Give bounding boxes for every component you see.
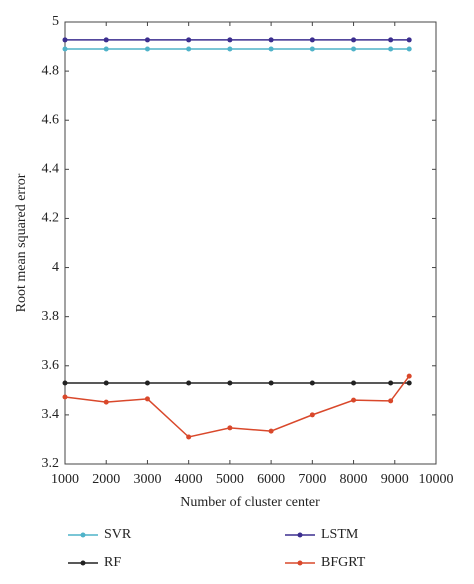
series-line bbox=[64, 375, 410, 438]
y-tick-label: 3.6 bbox=[42, 358, 60, 373]
data-point bbox=[62, 380, 68, 386]
y-tick-label: 3.8 bbox=[42, 309, 60, 324]
legend-label: SVR bbox=[104, 527, 132, 542]
plot-frame bbox=[64, 21, 437, 465]
data-point bbox=[144, 37, 150, 43]
data-point bbox=[144, 380, 150, 386]
data-point bbox=[309, 37, 315, 43]
x-tick-label: 8000 bbox=[340, 472, 368, 487]
y-tick-label: 4.4 bbox=[42, 162, 60, 177]
data-point bbox=[268, 380, 274, 386]
data-point bbox=[186, 37, 192, 43]
data-point bbox=[62, 46, 68, 52]
data-point bbox=[351, 397, 357, 403]
x-tick-label: 1000 bbox=[51, 472, 79, 487]
data-point bbox=[351, 46, 357, 52]
y-axis-label: Root mean squared error bbox=[14, 173, 29, 312]
data-point bbox=[268, 46, 274, 52]
data-point bbox=[103, 46, 109, 52]
legend-marker bbox=[297, 532, 303, 538]
y-tick-label: 4 bbox=[52, 260, 59, 275]
data-point bbox=[268, 37, 274, 43]
x-tick-label: 4000 bbox=[175, 472, 203, 487]
data-point bbox=[144, 396, 150, 402]
data-point bbox=[227, 37, 233, 43]
y-tick-label: 4.6 bbox=[42, 112, 60, 127]
y-tick-label: 3.2 bbox=[42, 456, 60, 471]
data-point bbox=[388, 380, 394, 386]
data-point bbox=[388, 398, 394, 404]
data-point bbox=[406, 46, 412, 52]
data-point bbox=[227, 425, 233, 431]
x-tick-label: 6000 bbox=[257, 472, 285, 487]
y-tick-label: 4.2 bbox=[42, 211, 60, 226]
x-tick-label: 2000 bbox=[92, 472, 120, 487]
data-point bbox=[186, 434, 192, 440]
legend-label: LSTM bbox=[321, 527, 359, 542]
legend-label: BFGRT bbox=[321, 555, 366, 570]
data-point bbox=[186, 380, 192, 386]
data-point bbox=[227, 380, 233, 386]
data-point bbox=[309, 46, 315, 52]
data-point bbox=[62, 394, 68, 400]
data-point bbox=[103, 399, 109, 405]
data-point bbox=[309, 380, 315, 386]
data-point bbox=[103, 37, 109, 43]
legend-marker bbox=[80, 532, 86, 538]
x-tick-label: 9000 bbox=[381, 472, 409, 487]
data-point bbox=[406, 37, 412, 43]
data-point bbox=[351, 380, 357, 386]
data-point bbox=[351, 37, 357, 43]
data-point bbox=[144, 46, 150, 52]
data-point bbox=[309, 412, 315, 418]
x-tick-label: 10000 bbox=[419, 472, 454, 487]
y-tick-label: 5 bbox=[52, 14, 59, 29]
data-point bbox=[388, 37, 394, 43]
legend-marker bbox=[80, 560, 86, 566]
x-tick-label: 3000 bbox=[133, 472, 161, 487]
data-point bbox=[186, 46, 192, 52]
x-tick-label: 7000 bbox=[298, 472, 326, 487]
legend-marker bbox=[297, 560, 303, 566]
data-point bbox=[103, 380, 109, 386]
data-point bbox=[388, 46, 394, 52]
data-point bbox=[268, 428, 274, 434]
legend-label: RF bbox=[104, 555, 121, 570]
x-tick-label: 5000 bbox=[216, 472, 244, 487]
data-point bbox=[406, 373, 412, 379]
data-point bbox=[62, 37, 68, 43]
x-axis-label: Number of cluster center bbox=[180, 495, 320, 510]
y-tick-label: 3.4 bbox=[42, 407, 60, 422]
data-point bbox=[406, 380, 412, 386]
data-point bbox=[227, 46, 233, 52]
y-tick-label: 4.8 bbox=[42, 63, 60, 78]
